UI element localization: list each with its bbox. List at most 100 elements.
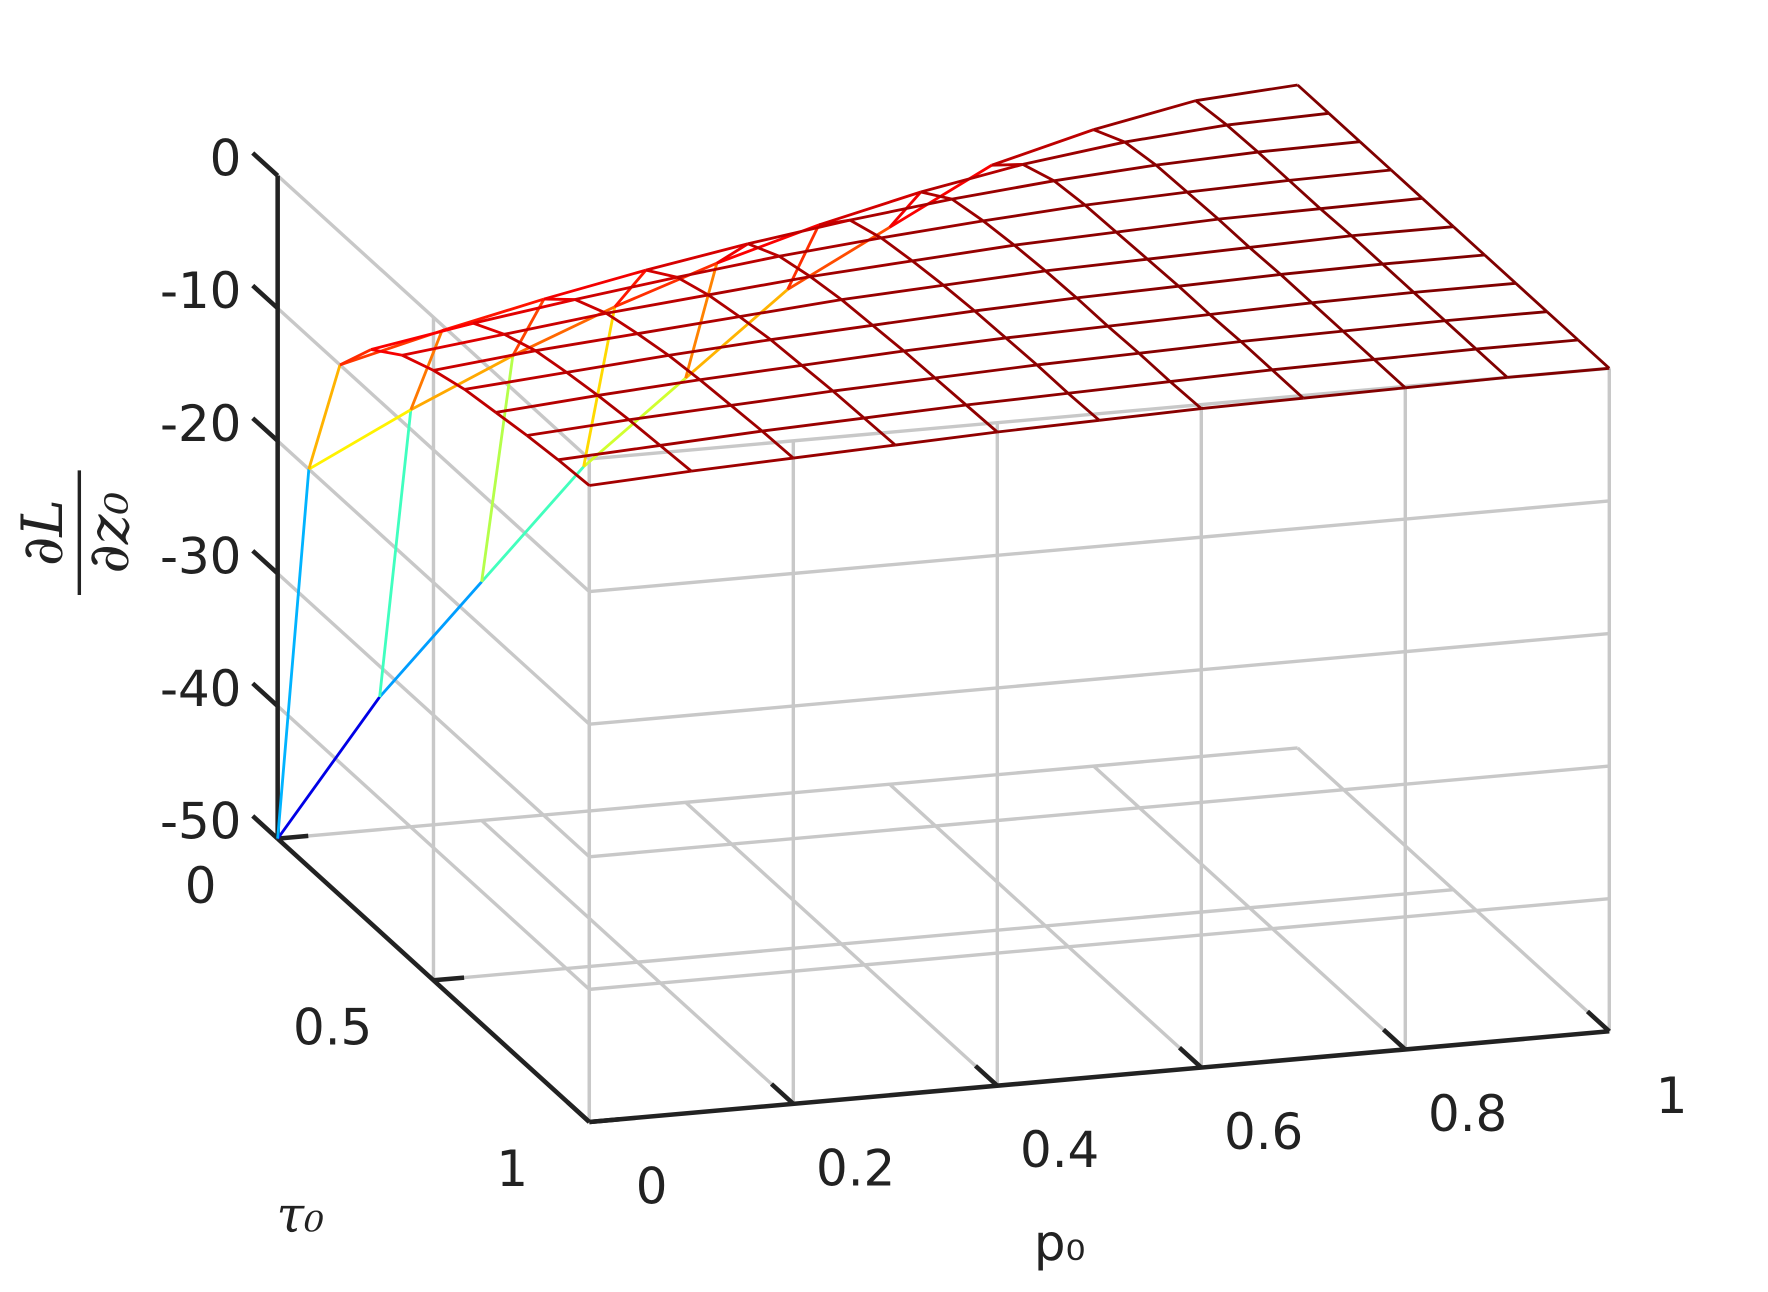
x-tick (769, 1082, 795, 1106)
mesh-edge (1195, 83, 1298, 103)
mesh-edge (503, 333, 537, 352)
mesh-edge (1138, 340, 1242, 355)
mesh-edge (1483, 253, 1517, 285)
mesh-edge (991, 128, 1095, 167)
mesh-edge (684, 288, 789, 380)
z-tick (251, 283, 280, 310)
mesh-edge (895, 430, 998, 447)
mesh-edge (1217, 218, 1251, 249)
mesh-edge (951, 179, 1055, 201)
plot-area: p₀ τ₀ ∂L ∂z₀ -50 -40 -30 -20 -10 0 0 0.5 1 0 0.2 0.… (10, 83, 1688, 1272)
mesh-edge (974, 296, 1077, 313)
x-tick-label: 0.4 (1020, 1121, 1099, 1179)
mesh-edge (1013, 244, 1047, 272)
mesh-edge (1444, 310, 1548, 323)
mesh-edge (902, 349, 936, 380)
mesh-edge (1155, 150, 1259, 167)
y-tick (277, 833, 309, 841)
mesh-edge (433, 349, 536, 372)
mesh-edge (1146, 258, 1180, 288)
mesh-edge (565, 371, 599, 397)
mesh-edge (659, 429, 763, 447)
mesh-edge (1014, 230, 1117, 247)
mesh-edge (778, 255, 812, 278)
mesh-edge (582, 376, 687, 468)
mesh-edge (1359, 140, 1393, 172)
mesh-edge (1226, 111, 1329, 127)
mesh-edge (614, 261, 718, 309)
x-tick (973, 1064, 999, 1088)
grid-line (276, 439, 591, 726)
z-label-numerator: ∂L (10, 499, 76, 566)
mesh-edge (982, 203, 1086, 223)
mesh-edge (973, 309, 1007, 340)
grid-line (589, 764, 1610, 859)
mesh-edge (676, 254, 780, 279)
mesh-edge (605, 312, 639, 335)
mesh-edge (769, 338, 803, 367)
mesh-edge (480, 355, 515, 583)
mesh-edge (1169, 368, 1273, 383)
mesh-edge (1280, 262, 1383, 276)
mesh-edge (378, 409, 413, 698)
mesh-edge (863, 403, 967, 420)
mesh-edge (934, 363, 1038, 380)
mesh-edge (1507, 366, 1610, 379)
z-label-denominator: ∂z₀ (76, 492, 142, 574)
mesh-edge (691, 456, 794, 473)
mesh-edge (965, 403, 999, 434)
mesh-edge (1218, 207, 1321, 221)
mesh-edge (1186, 191, 1220, 221)
mesh-edge (1311, 290, 1414, 305)
mesh-edge (1124, 123, 1228, 144)
mesh-edge (1240, 340, 1274, 371)
mesh-edge (1514, 282, 1548, 313)
z-tick-label: -20 (160, 395, 241, 453)
mesh-edge (1084, 190, 1188, 207)
mesh-edge (1327, 112, 1361, 143)
mesh-edge (1115, 231, 1149, 261)
z-tick-label: -40 (160, 660, 241, 718)
mesh-edge (684, 262, 719, 379)
mesh-edge (872, 309, 975, 327)
mesh-edge (920, 190, 953, 201)
mesh-edge (707, 293, 741, 318)
mesh-edge (1249, 234, 1352, 249)
mesh-edge (903, 336, 1006, 353)
mesh-edge (463, 388, 497, 414)
mesh-edge (1194, 99, 1228, 127)
mesh-edge (589, 469, 692, 487)
mesh-edge (526, 418, 630, 437)
mesh-edge (1036, 351, 1140, 367)
mesh-edge (645, 242, 749, 272)
mesh-edge (1022, 163, 1055, 183)
mesh-edge (495, 394, 599, 414)
y-tick (589, 1116, 621, 1125)
mesh-edge (1413, 281, 1516, 294)
mesh-edge (1271, 368, 1305, 400)
x-tick (1177, 1046, 1203, 1070)
mesh-edge (1022, 140, 1126, 166)
mesh-edge (934, 376, 968, 407)
mesh-edge (637, 315, 740, 336)
grid-line (276, 572, 591, 859)
mesh-edge (676, 275, 710, 297)
mesh-edge (1044, 269, 1078, 299)
mesh-edge (800, 364, 834, 393)
z-tick (251, 814, 280, 841)
mesh-edge (401, 354, 435, 372)
mesh-edge (801, 349, 905, 367)
mesh-edge (566, 353, 669, 374)
z-tick-label: -30 (160, 527, 241, 585)
mesh-edge (1053, 163, 1157, 183)
mesh-edge (1186, 178, 1290, 194)
mesh-edge (472, 321, 505, 336)
x-tick-label: 1 (1656, 1067, 1688, 1125)
mesh-edge (276, 696, 381, 840)
mesh-edge (716, 242, 749, 265)
mesh-edge (582, 306, 617, 467)
mesh-edge (738, 315, 772, 341)
x-tick (565, 1100, 591, 1124)
mesh-edge (645, 268, 678, 279)
z-tick-label: 0 (210, 130, 242, 188)
